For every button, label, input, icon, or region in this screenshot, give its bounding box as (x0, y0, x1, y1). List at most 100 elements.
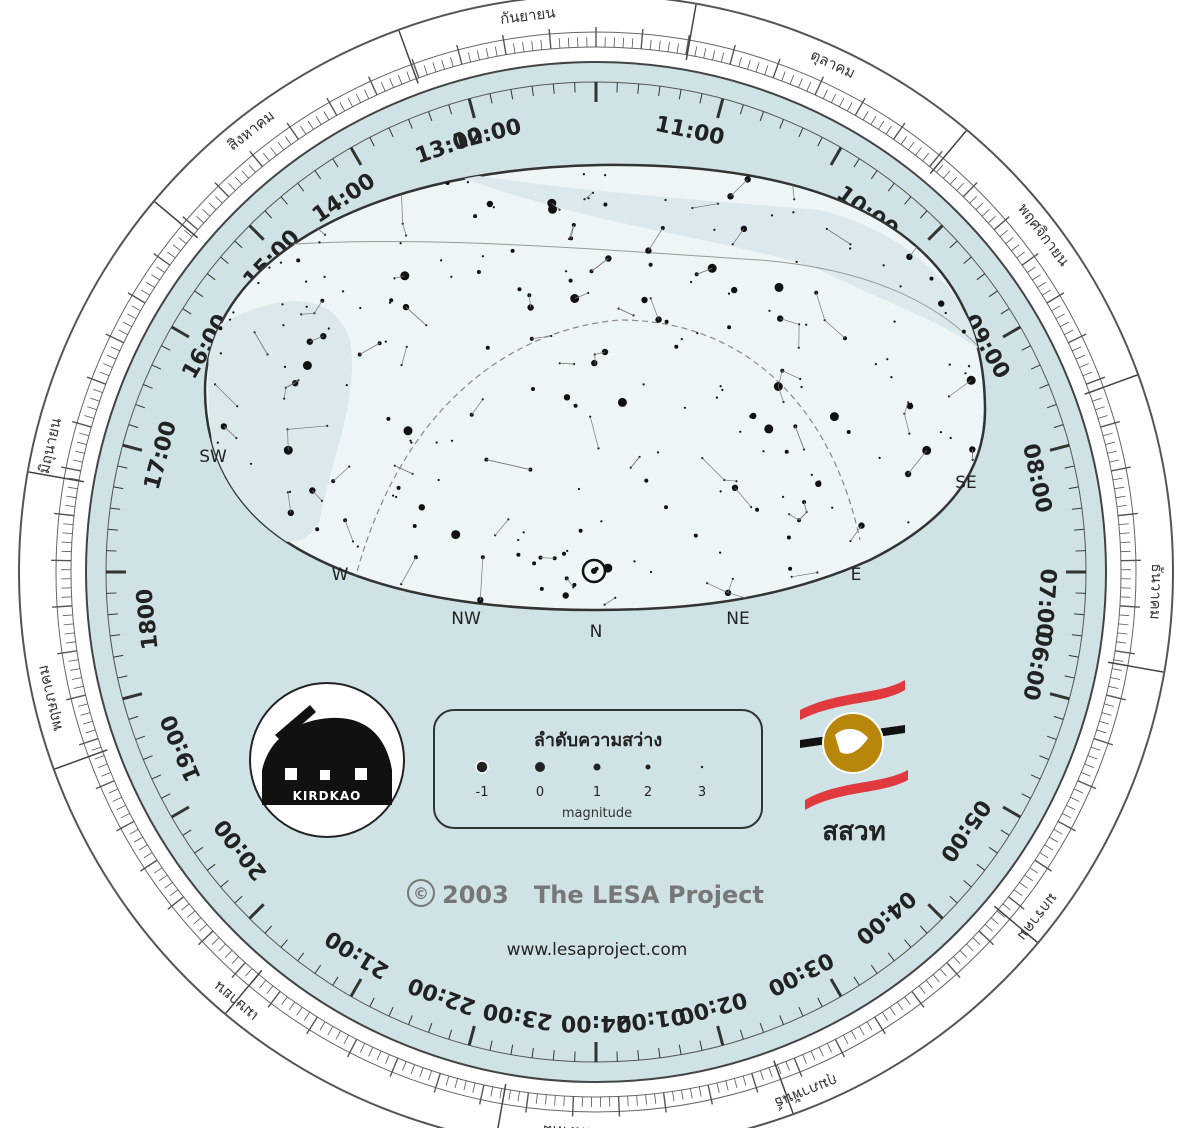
hour-tick (637, 1050, 640, 1061)
hour-tick (1002, 325, 1022, 339)
hour-tick (798, 127, 804, 138)
date-tick (167, 251, 176, 259)
date-tick (270, 147, 277, 156)
star (971, 458, 974, 461)
date-tick (153, 867, 163, 874)
star (228, 318, 232, 321)
hour-tick (369, 137, 375, 147)
date-tick (66, 495, 77, 499)
star (412, 524, 417, 528)
constellation-line (948, 380, 972, 397)
date-tick (802, 1054, 807, 1064)
date-tick (319, 1021, 326, 1031)
date-tick (199, 924, 208, 932)
hour-tick (1053, 424, 1064, 429)
date-tick (323, 111, 330, 121)
date-tick (822, 89, 828, 99)
date-tick (343, 1034, 349, 1045)
date-tick (798, 78, 803, 88)
website-url[interactable]: www.lesaproject.com (507, 940, 688, 960)
star (716, 202, 720, 205)
star (762, 450, 765, 453)
star (562, 592, 569, 599)
date-tick (1034, 859, 1052, 872)
date-tick (936, 164, 944, 173)
star (664, 319, 669, 324)
star (384, 340, 387, 343)
date-tick (1077, 780, 1097, 790)
date-tick (1106, 694, 1126, 701)
hour-tick (408, 119, 413, 129)
star (656, 451, 660, 454)
hour-tick (113, 654, 124, 658)
hour-tick (510, 1044, 514, 1055)
constellation-line (402, 223, 407, 236)
hour-tick (151, 364, 162, 370)
sky-window (203, 163, 987, 612)
date-tick (846, 102, 853, 112)
copyright-symbol: © (413, 884, 429, 903)
star (409, 439, 412, 442)
hour-tick (170, 805, 190, 819)
star (792, 211, 795, 214)
date-tick (946, 962, 961, 979)
hour-tick (1039, 755, 1049, 760)
date-tick (99, 371, 110, 377)
star (437, 478, 440, 482)
date-tick (966, 943, 974, 952)
date-tick (1016, 251, 1025, 259)
date-tick (1111, 466, 1131, 472)
hour-tick (234, 895, 243, 904)
date-tick (1037, 281, 1046, 288)
hour-tick (143, 755, 153, 760)
date-tick (245, 968, 253, 977)
constellation-line (568, 224, 575, 240)
hour-tick (658, 86, 661, 97)
constellation-line (777, 386, 784, 403)
date-tick (97, 763, 108, 769)
star (886, 358, 889, 361)
date-tick (850, 1030, 857, 1040)
date-tick (617, 1096, 621, 1117)
hour-tick (699, 1040, 703, 1051)
date-tick (196, 216, 205, 224)
date-tick (134, 836, 144, 843)
date-tick (1099, 720, 1110, 725)
constellation-line (782, 370, 801, 380)
constellation-line (401, 346, 408, 366)
date-tick (870, 115, 877, 125)
date-tick (1079, 363, 1089, 368)
date-tick (1102, 432, 1113, 437)
date-tick (969, 195, 978, 204)
star (392, 494, 395, 497)
hour-tick (388, 1006, 394, 1017)
star (696, 332, 699, 335)
hour-tick (297, 952, 305, 962)
pole-marker-center (591, 568, 597, 574)
date-tick (284, 136, 292, 145)
date-tick (1070, 796, 1080, 802)
hour-tick (161, 345, 171, 351)
star (846, 430, 851, 434)
date-tick (182, 216, 199, 231)
date-tick (248, 164, 256, 173)
date-tick (57, 650, 78, 655)
date-tick (1057, 820, 1076, 832)
date-tick (1116, 505, 1127, 508)
hour-tick (1039, 384, 1049, 389)
date-tick (476, 50, 480, 61)
hour-tick (248, 224, 265, 241)
magnitude-value-1: 1 (593, 785, 601, 800)
observatory-silhouette (262, 717, 392, 805)
star (882, 264, 885, 267)
date-tick (433, 1073, 441, 1093)
hour-tick (716, 98, 725, 119)
star (690, 280, 693, 284)
date-tick (54, 512, 75, 517)
star (831, 506, 834, 509)
date-tick (900, 136, 908, 145)
hour-tick (314, 964, 322, 974)
date-tick (95, 780, 115, 790)
date-tick (101, 772, 111, 777)
star (359, 306, 362, 310)
